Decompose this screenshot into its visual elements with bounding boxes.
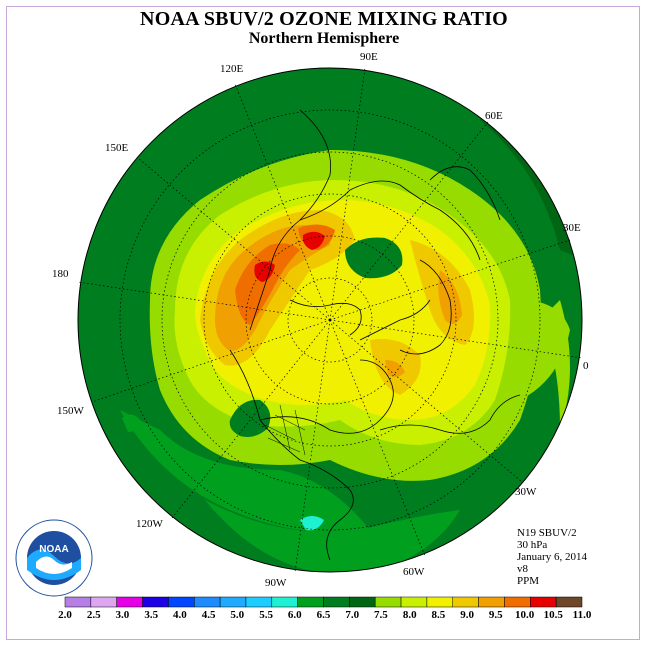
colorbar-swatch bbox=[504, 596, 531, 608]
version-text: v8 bbox=[517, 563, 528, 575]
colorbar-swatch bbox=[271, 596, 298, 608]
colorbar-swatch bbox=[374, 596, 402, 608]
lon-label-60e: 60E bbox=[485, 110, 503, 122]
ozone-contours bbox=[78, 68, 582, 572]
lon-label-150e: 150E bbox=[105, 142, 129, 154]
pressure-text: 30 hPa bbox=[517, 539, 548, 551]
colorbar-swatch bbox=[245, 596, 273, 608]
colorbar-tick-label: 7.0 bbox=[345, 609, 360, 621]
noaa-logo: NOAA bbox=[15, 519, 93, 597]
colorbar-tick-label: 3.0 bbox=[115, 609, 130, 621]
colorbar-tick-label: 8.0 bbox=[402, 609, 417, 621]
units-text: PPM bbox=[517, 575, 540, 587]
colorbar-tick-label: 10.5 bbox=[543, 609, 563, 621]
colorbar-tick-label: 6.5 bbox=[316, 609, 331, 621]
colorbar-swatch bbox=[555, 596, 583, 608]
lon-label-90e: 90E bbox=[360, 51, 378, 63]
colorbar-tick-label: 7.5 bbox=[374, 609, 388, 621]
hemisphere-boundary bbox=[77, 67, 583, 573]
lon-label-180: 180 bbox=[52, 268, 69, 280]
colorbar-tick-label: 11.0 bbox=[572, 609, 592, 621]
colorbar-swatch bbox=[400, 596, 428, 608]
colorbar-tick-label: 10.0 bbox=[514, 609, 535, 621]
colorbar-tick-label: 9.5 bbox=[488, 609, 503, 621]
colorbar-swatch bbox=[64, 596, 92, 608]
colorbar-swatch bbox=[349, 596, 376, 608]
instrument-text: N19 SBUV/2 bbox=[517, 527, 577, 539]
colorbar-swatch bbox=[116, 596, 143, 608]
lon-label-90w: 90W bbox=[265, 577, 287, 589]
colorbar-swatch bbox=[142, 596, 169, 608]
colorbar-tick-label: 4.5 bbox=[201, 609, 216, 621]
colorbar-tick-label: 9.0 bbox=[460, 609, 474, 621]
colorbar-tick-label: 2.5 bbox=[86, 609, 101, 621]
colorbar bbox=[64, 596, 583, 608]
colorbar-tick-label: 2.0 bbox=[58, 609, 72, 621]
coastlines bbox=[229, 109, 521, 561]
colorbar-swatch bbox=[452, 596, 479, 608]
graticule bbox=[77, 67, 583, 573]
lon-label-30w: 30W bbox=[515, 486, 537, 498]
lon-label-0: 0 bbox=[583, 360, 589, 372]
colorbar-swatch bbox=[426, 596, 453, 608]
date-text: January 6, 2014 bbox=[517, 551, 587, 563]
colorbar-tick-label: 3.5 bbox=[144, 609, 159, 621]
colorbar-swatch bbox=[323, 596, 350, 608]
colorbar-swatch bbox=[194, 596, 221, 608]
lon-label-60w: 60W bbox=[403, 566, 425, 578]
map-subtitle: Northern Hemisphere bbox=[248, 30, 400, 47]
colorbar-swatch bbox=[219, 596, 247, 608]
lon-label-120w: 120W bbox=[136, 518, 163, 530]
state-borders bbox=[264, 404, 306, 456]
colorbar-swatch bbox=[90, 596, 117, 608]
colorbar-tick-label: 8.5 bbox=[431, 609, 446, 621]
lon-label-150w: 150W bbox=[57, 405, 84, 417]
figure-frame bbox=[6, 6, 640, 640]
colorbar-swatch bbox=[530, 596, 557, 608]
colorbar-tick-label: 6.0 bbox=[287, 609, 302, 621]
colorbar-swatch bbox=[168, 596, 195, 608]
colorbar-tick-label: 4.0 bbox=[173, 609, 187, 621]
colorbar-swatch bbox=[478, 596, 505, 608]
colorbar-tick-label: 5.0 bbox=[230, 609, 245, 621]
svg-text:NOAA: NOAA bbox=[39, 544, 68, 555]
lon-label-120e: 120E bbox=[220, 63, 244, 75]
lon-label-30e: 30E bbox=[563, 222, 581, 234]
map-title: NOAA SBUV/2 OZONE MIXING RATIO bbox=[140, 8, 508, 30]
colorbar-tick-label: 5.5 bbox=[259, 609, 273, 621]
colorbar-swatch bbox=[297, 596, 324, 608]
